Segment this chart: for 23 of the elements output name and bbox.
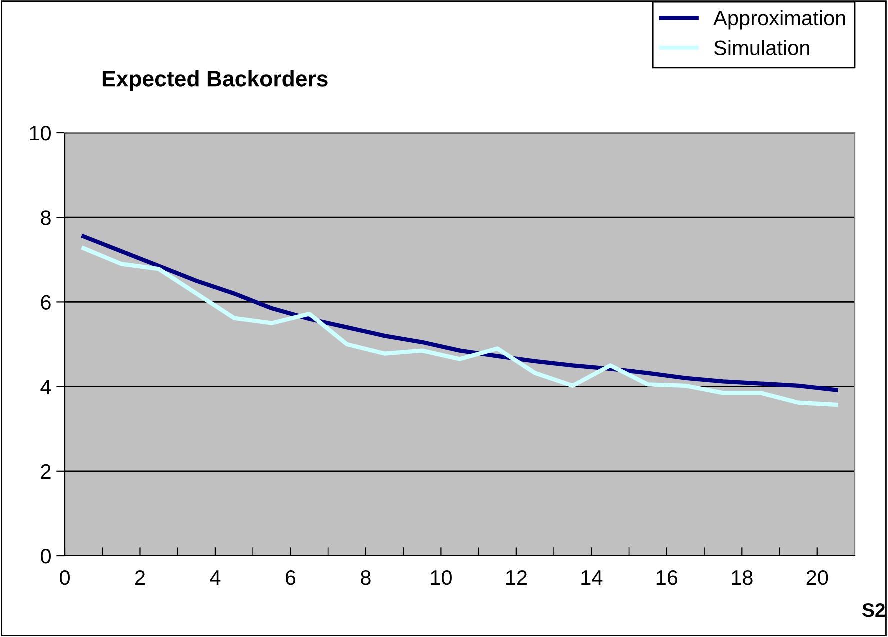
- line-series: [82, 246, 838, 408]
- legend-label: Approximation: [714, 10, 846, 30]
- chart-title: Expected Backorders: [102, 70, 328, 92]
- legend-label: Simulation: [714, 40, 810, 56]
- y-tick-label: 6: [41, 295, 51, 310]
- x-tick-label: 16: [656, 570, 678, 586]
- x-tick-label: 2: [135, 570, 145, 585]
- y-tick-label: 0: [41, 549, 51, 564]
- x-tick-label: 18: [732, 570, 753, 586]
- x-tick-label: 4: [210, 570, 221, 585]
- y-tick-label: 10: [30, 126, 51, 141]
- x-tick-label: 10: [431, 570, 452, 586]
- y-tick-label: 2: [41, 464, 51, 479]
- y-tick-label: 8: [41, 210, 51, 226]
- y-tick-label: 4: [40, 380, 52, 394]
- line-series: [82, 234, 838, 392]
- x-tick-label: 14: [582, 570, 603, 585]
- x-axis-title: S2: [862, 603, 886, 618]
- x-tick-label: 6: [286, 570, 296, 586]
- x-tick-label: 12: [506, 570, 527, 585]
- x-tick-label: 8: [361, 570, 371, 586]
- x-tick-label: 20: [806, 570, 828, 586]
- x-tick-label: 0: [60, 570, 70, 586]
